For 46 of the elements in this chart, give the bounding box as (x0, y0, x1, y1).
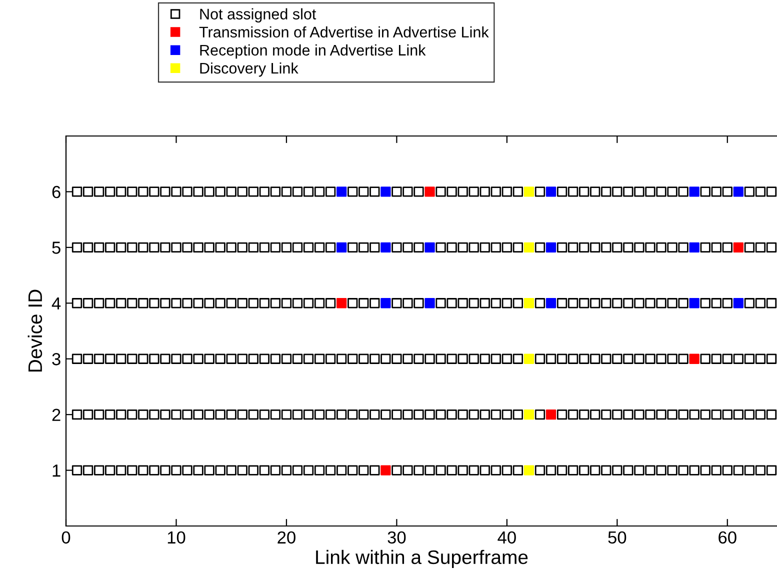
point (689, 298, 700, 308)
point (524, 298, 534, 308)
point (546, 186, 556, 197)
legend-label: Reception mode in Advertise Link (200, 44, 426, 59)
legend-label: Discovery Link (200, 62, 298, 77)
point (546, 242, 556, 253)
point (336, 186, 347, 197)
x-axis-title: Link within a Superframe (316, 550, 528, 568)
x-tick-label: 0 (62, 531, 70, 544)
point (336, 242, 347, 253)
point (524, 409, 534, 420)
x-tick-label: 10 (168, 531, 186, 544)
y-axis-title: Device ID (28, 290, 42, 372)
x-tick-label: 30 (388, 531, 406, 544)
x-tick-label: 20 (278, 531, 296, 544)
point (524, 242, 534, 253)
point (380, 186, 391, 197)
point (380, 465, 391, 476)
y-tick-label: 3 (52, 353, 60, 366)
point (733, 186, 744, 197)
x-tick-label: 60 (718, 531, 736, 544)
point (524, 465, 534, 476)
point (424, 298, 435, 308)
point (689, 242, 700, 253)
point (336, 298, 347, 308)
point (689, 354, 700, 364)
x-tick-label: 50 (608, 531, 626, 544)
point (380, 242, 391, 253)
y-tick-label: 4 (52, 297, 61, 310)
y-tick-label: 5 (52, 242, 60, 254)
x-tick-label: 40 (498, 531, 516, 544)
point (733, 242, 744, 253)
y-tick-label: 1 (52, 464, 60, 477)
point (733, 298, 744, 308)
point (424, 186, 435, 197)
point (524, 354, 534, 364)
point (424, 242, 435, 253)
point (689, 186, 700, 197)
point (380, 298, 391, 308)
point (546, 298, 556, 308)
point (546, 409, 556, 420)
y-tick-label: 2 (52, 408, 60, 421)
legend-label: Not assigned slot (200, 8, 316, 23)
point (524, 186, 534, 197)
legend-label: Transmission of Advertise in Advertise Link (199, 26, 489, 38)
y-tick-label: 6 (52, 186, 60, 198)
